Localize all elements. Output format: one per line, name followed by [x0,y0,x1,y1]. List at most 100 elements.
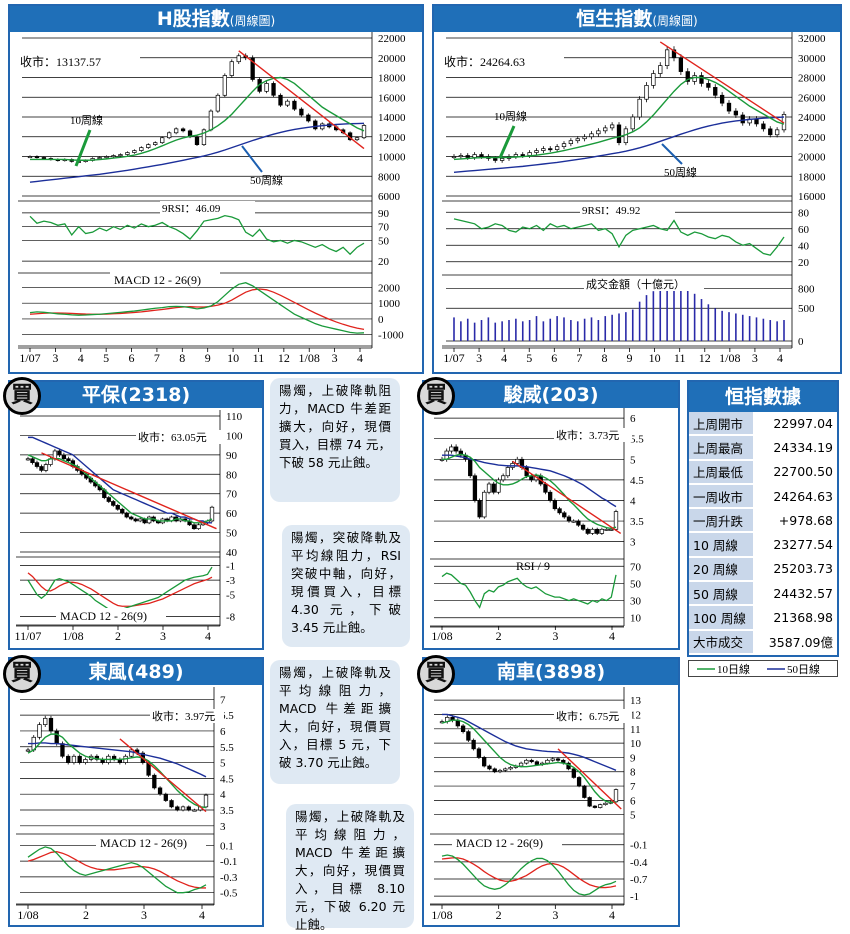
x-tick-label: 4 [777,351,783,365]
y-tick-label: 500 [798,303,815,315]
y-tick-label: 1000 [378,298,401,310]
y-tick-label: 8 [630,767,636,779]
y-tick-label: -5 [226,590,236,602]
hsi-close-label: 收市：24264.63 [444,54,525,69]
candle [719,94,725,104]
hsi-rsi-label: 9RSI：49.92 [582,205,640,217]
y-tick-label: -0.1 [220,856,237,868]
candle [527,152,532,156]
y-tick-label: 9 [630,752,636,764]
candle [515,458,520,464]
candle [354,137,360,141]
candle [215,94,221,112]
candle [186,806,191,811]
x-tick-label: 7 [154,351,160,365]
trend-line [119,738,207,813]
candle [534,150,539,153]
hshares-ma50-label: 50周線 [250,173,283,187]
candle [124,512,129,518]
buy-badge-icon: 買 [417,377,455,415]
candle [458,450,463,456]
junwei-rsi-label: RSI / 9 [516,559,550,573]
y-tick-label: -3 [226,575,236,587]
candle [603,802,608,806]
x-tick-label: 11 [253,351,265,365]
ma10-line [27,733,207,809]
dongfeng-title: 東風(489) [88,661,184,683]
candle [500,475,506,481]
y-tick-label: -0.4 [630,857,648,869]
candle [292,100,297,110]
y-tick-label: 10 [630,738,642,750]
candle [192,809,197,812]
hshares-chart: 6000800010000120001400016000180002000022… [18,32,406,365]
buy-badge-icon: 買 [3,377,41,415]
candle [713,87,718,96]
candle [153,142,158,146]
candle [505,467,510,477]
candle [613,511,619,530]
candle [568,140,574,145]
candle [43,464,49,471]
stats-row-value: +978.68 [753,508,837,534]
candle [306,114,311,122]
candle [34,156,40,159]
stats-row-value: 21368.98 [753,605,837,631]
hsi-chart: 16000 18000 20000 22000 24000 26000 28000 30000… [442,32,826,365]
junwei-chart: 3 3.5 4 4.5 5 5.5 6 10 30 50 70 1/08 2 3 4 收市：3.73元 RS… [430,408,644,643]
x-tick-label: 3 [52,351,58,365]
y-tick-label: 10 [630,613,642,625]
hsi-ma50-label: 50周線 [664,165,697,179]
candle [169,800,174,808]
candle [571,768,576,778]
candle [111,501,116,506]
dongfeng-macd-label: MACD 12 - 26(9) [100,836,187,850]
x-tick-label: 11 [674,351,686,365]
y-tick-label: 0 [378,314,384,326]
stats-row: 上周開市 22997.04 [689,412,837,437]
candle [492,768,497,773]
candle [451,156,457,159]
hshares-title-bar: H股指數(周線圖) [10,6,422,32]
candle [453,446,459,452]
hshares-close-label: 收市：13137.57 [20,54,101,69]
hsi-subtitle: (周線圖) [652,14,698,28]
stats-row-value: 24334.19 [753,435,837,461]
candle [129,749,134,757]
y-tick-label: 22000 [378,33,406,45]
pingbao-macd-label: MACD 12 - 26(9) [60,609,147,623]
junwei-comment: 陽燭，突破降軌及平均線阻力，RSI 突破中軸，向好，現價買入，目標 4.30 元… [282,525,410,647]
trend-line [238,50,365,150]
stats-row: 上周最低 22700.50 [689,459,837,485]
macd-signal-line [27,850,206,889]
y-tick-label: 30000 [798,53,826,65]
stats-row: 50 周線 24432.57 [689,581,837,607]
y-tick-label: 4.5 [630,475,644,487]
pingbao-comment: 陽燭，上破降軌阻力，MACD 牛差距擴大，向好，現價買入，目標 74 元，下破 … [270,378,400,502]
candle [157,787,163,795]
y-tick-label: 80 [798,207,810,219]
candle [313,120,318,130]
candle [250,57,255,80]
candle [671,49,677,59]
y-tick-label: -0.1 [630,840,647,852]
x-tick-label: 10 [227,351,239,365]
candle [482,757,487,767]
y-tick-label: 6 [630,413,636,425]
rsi-line [441,572,617,609]
chart-legend: 10日線 50日線 [688,660,838,677]
ma50-line [442,713,617,771]
candle [106,497,111,502]
candle [486,483,492,493]
candle [139,147,144,151]
x-tick-label: 10 [649,351,661,365]
y-tick-label: 40 [798,240,810,252]
y-tick-label: 70 [226,489,238,501]
x-tick-label: 4 [357,351,363,365]
candle [60,743,65,757]
hsi-ma10-label: 10周線 [494,109,527,123]
hsi-title-bar: 恒生指數(周線圖) [434,6,840,32]
candle [557,508,562,514]
dongfeng-chart: 33.544.555.566.570.1-0.1-0.3-0.51/08 2 3 4 … [16,687,238,922]
nanche-chart: 5 6 7 8 9 10 11 12 13 -0.1 -0.4 -0.7 -1 1/08 2 3 4 收市：6.… [430,687,648,922]
